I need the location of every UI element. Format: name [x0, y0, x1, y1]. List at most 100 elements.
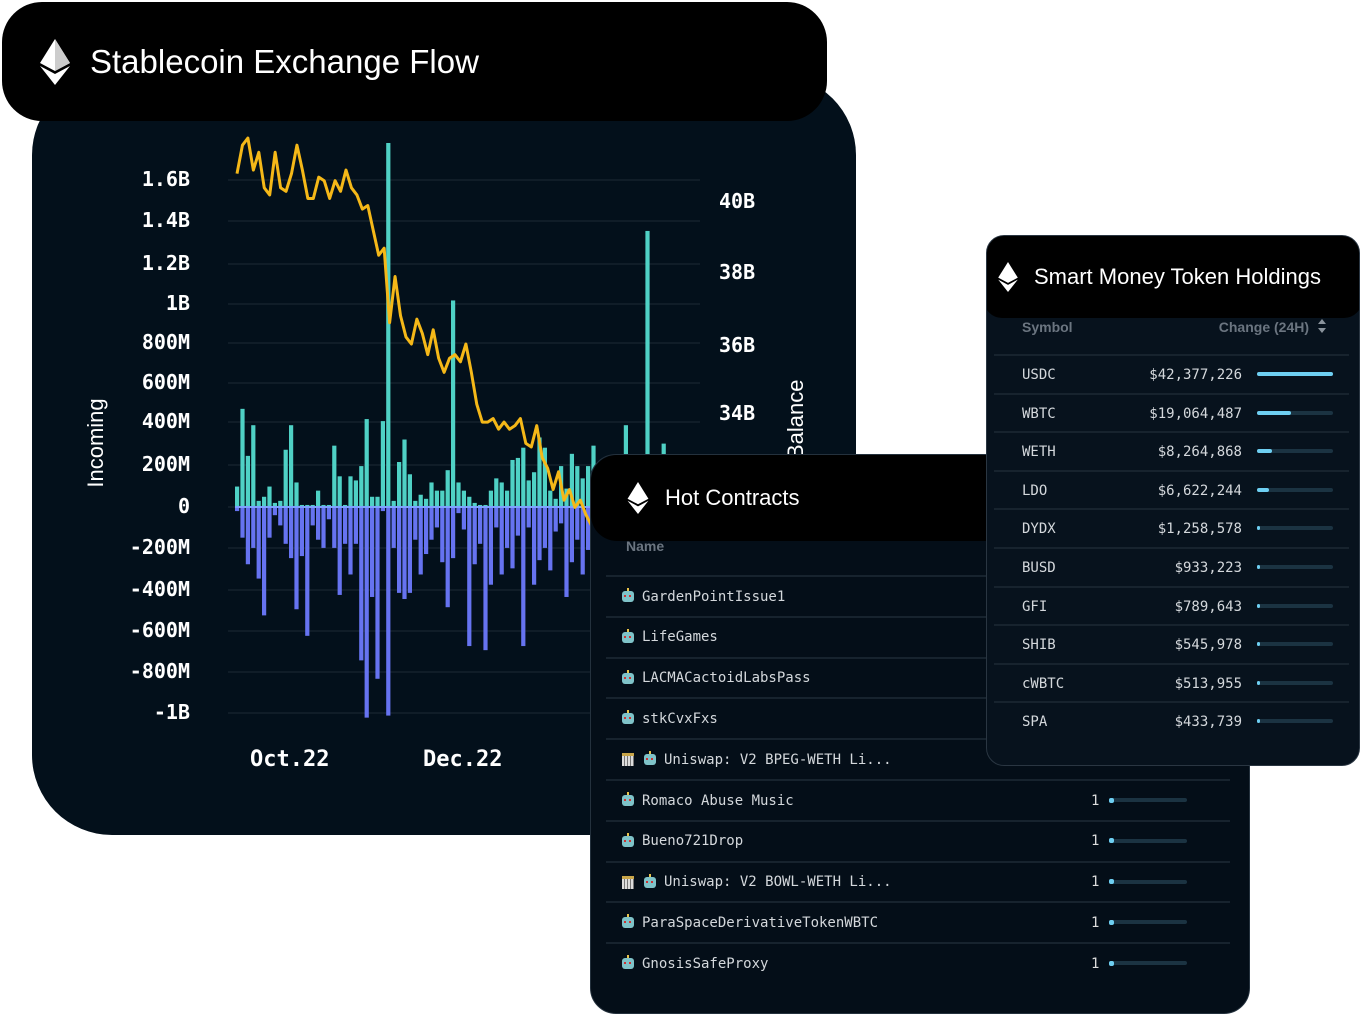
- incoming-bar: [375, 496, 380, 507]
- contract-row[interactable]: LifeGames: [606, 615, 1230, 657]
- token-row[interactable]: SPA $433,739: [994, 701, 1349, 739]
- outgoing-bar: [316, 507, 321, 540]
- incoming-bar: [472, 502, 477, 507]
- token-value: $42,377,226: [1149, 367, 1242, 383]
- outgoing-bar: [235, 507, 240, 512]
- x-tick-label: Dec.22: [423, 747, 503, 772]
- incoming-bar: [326, 504, 331, 507]
- outgoing-bar: [499, 507, 504, 575]
- robot-icon: [622, 669, 634, 684]
- count-bar: [1109, 960, 1187, 966]
- incoming-bar: [245, 455, 250, 507]
- incoming-bar: [240, 408, 245, 507]
- token-row[interactable]: USDC $42,377,226: [994, 354, 1349, 392]
- outgoing-bar: [240, 507, 245, 538]
- contract-row[interactable]: stkCvxFxs: [606, 697, 1230, 738]
- token-row[interactable]: SHIB $545,978: [994, 624, 1349, 662]
- holding-bar: [1257, 565, 1333, 569]
- token-row[interactable]: cWBTC $513,955: [994, 662, 1349, 701]
- contract-name: Bueno721Drop: [642, 833, 744, 850]
- exchange-flow-title: Stablecoin Exchange Flow: [90, 42, 479, 80]
- outgoing-bar: [283, 507, 288, 544]
- incoming-bar: [494, 478, 499, 507]
- token-row[interactable]: GFI $789,643: [994, 585, 1349, 624]
- outgoing-bar: [424, 507, 429, 555]
- outgoing-bar: [370, 507, 375, 597]
- contract-row[interactable]: ParaSpaceDerivativeTokenWBTC 1: [606, 901, 1230, 942]
- contract-row[interactable]: GnosisSafeProxy 1: [606, 942, 1230, 983]
- incoming-bar: [380, 421, 385, 507]
- outgoing-bar: [472, 507, 477, 565]
- outgoing-bar: [359, 507, 364, 661]
- outgoing-bar: [256, 507, 261, 579]
- outgoing-bar: [569, 507, 574, 563]
- holding-bar: [1257, 449, 1333, 454]
- outgoing-bar: [505, 507, 510, 548]
- token-row[interactable]: WBTC $19,064,487: [994, 392, 1349, 431]
- outgoing-bar: [434, 507, 439, 528]
- outgoing-bar: [483, 507, 488, 651]
- outgoing-bar: [289, 507, 294, 559]
- outgoing-bar: [521, 507, 526, 647]
- token-value: $8,264,868: [1157, 444, 1242, 461]
- left-axis-title: Incoming: [83, 398, 108, 488]
- incoming-bar: [332, 445, 337, 507]
- incoming-bar: [272, 502, 277, 507]
- contract-row[interactable]: LACMACactoidLabsPass: [606, 656, 1230, 698]
- left-tick-label: -400M: [129, 577, 190, 601]
- incoming-bar: [478, 504, 483, 507]
- outgoing-bar: [245, 507, 250, 565]
- symbol-column-header[interactable]: Symbol: [1022, 319, 1073, 335]
- outgoing-bar: [413, 507, 418, 540]
- outgoing-bar: [510, 507, 515, 569]
- incoming-bar: [397, 462, 402, 507]
- exchange-flow-header: Stablecoin Exchange Flow: [2, 2, 827, 121]
- token-row[interactable]: BUSD $933,223: [994, 547, 1349, 585]
- contract-row[interactable]: Romaco Abuse Music 1: [606, 779, 1230, 820]
- count-bar: [1109, 797, 1187, 803]
- outgoing-bar: [542, 507, 547, 548]
- ethereum-icon: [998, 262, 1018, 292]
- incoming-bar: [343, 504, 348, 507]
- outgoing-bar: [559, 507, 564, 524]
- token-value: $19,064,487: [1149, 405, 1242, 422]
- outgoing-bar: [467, 507, 472, 647]
- hot-contracts-header: Hot Contracts: [591, 455, 1021, 541]
- contract-row[interactable]: GardenPointIssue1: [606, 575, 1230, 616]
- outgoing-bar: [380, 507, 385, 512]
- holding-bar: [1257, 603, 1333, 608]
- token-row[interactable]: DYDX $1,258,578: [994, 508, 1349, 546]
- holding-bar: [1257, 487, 1333, 492]
- sort-icon[interactable]: [1317, 318, 1327, 334]
- contract-row[interactable]: Bueno721Drop 1: [606, 819, 1230, 861]
- name-column-header[interactable]: Name: [626, 538, 665, 554]
- outgoing-bar: [310, 507, 315, 526]
- right-tick-label: 38B: [719, 260, 756, 284]
- outgoing-bar: [348, 507, 353, 575]
- contract-name: LifeGames: [642, 629, 718, 646]
- hot-contracts-title: Hot Contracts: [665, 485, 800, 510]
- outgoing-bar: [267, 507, 272, 538]
- contract-name: ParaSpaceDerivativeTokenWBTC: [642, 914, 879, 931]
- contract-row[interactable]: Uniswap: V2 BOWL-WETH Li... 1: [606, 860, 1230, 902]
- outgoing-bar: [456, 507, 461, 514]
- token-value: $789,643: [1174, 598, 1242, 615]
- outgoing-bar: [440, 507, 445, 563]
- contract-count: 1: [1091, 833, 1100, 850]
- left-tick-label: 1.4B: [141, 208, 190, 232]
- outgoing-bar: [488, 507, 493, 585]
- smart-money-card: Smart Money Token Holdings Symbol Change…: [986, 235, 1360, 766]
- holding-bar: [1257, 526, 1333, 531]
- token-row[interactable]: LDO $6,622,244: [994, 469, 1349, 508]
- outgoing-bar: [478, 507, 483, 544]
- token-row[interactable]: WETH $8,264,868: [994, 431, 1349, 469]
- left-tick-label: 1.6B: [141, 167, 190, 191]
- token-symbol: LDO: [1022, 482, 1048, 499]
- robot-icon: [622, 628, 634, 643]
- token-value: $1,258,578: [1157, 521, 1242, 538]
- incoming-bar: [445, 470, 450, 507]
- outgoing-bar: [548, 507, 553, 571]
- change-column-header[interactable]: Change (24H): [1218, 319, 1309, 335]
- contract-row[interactable]: Uniswap: V2 BPEG-WETH Li...: [606, 738, 1230, 779]
- incoming-bar: [294, 482, 299, 507]
